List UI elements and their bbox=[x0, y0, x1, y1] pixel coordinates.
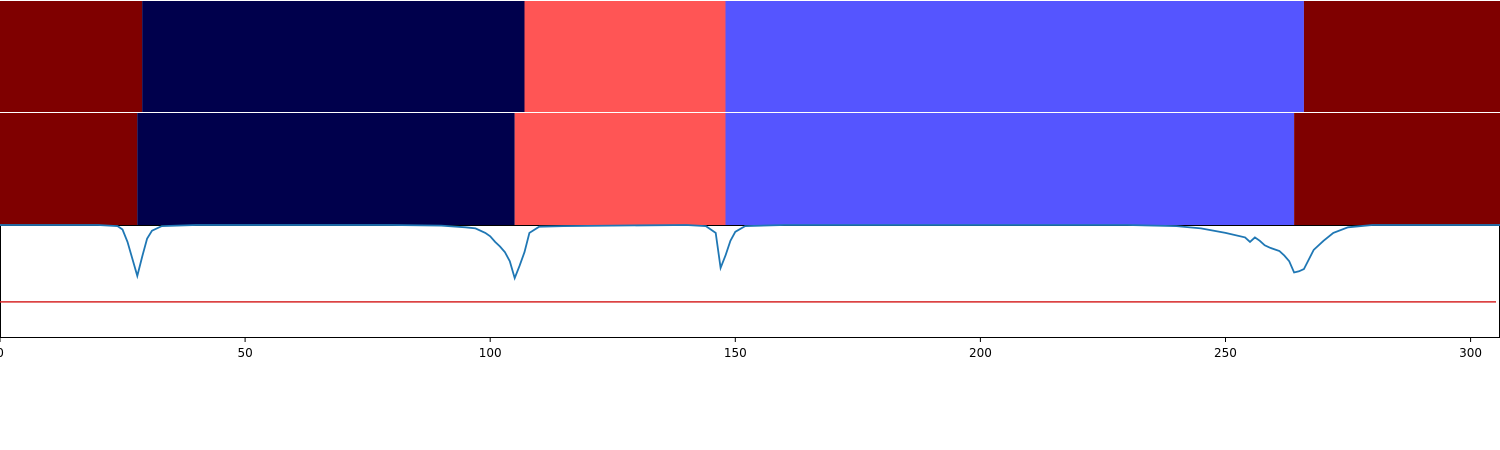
x-tick-label-1: 50 bbox=[237, 346, 252, 360]
signal-line bbox=[0, 224, 1500, 281]
segment-r0-4 bbox=[1303, 1, 1500, 112]
segment-r1-4 bbox=[1294, 113, 1500, 225]
x-tick-label-5: 250 bbox=[1214, 346, 1237, 360]
segment-r0-1 bbox=[142, 1, 525, 112]
segment-row-top bbox=[0, 1, 1500, 112]
segment-r1-0 bbox=[0, 113, 138, 225]
x-tick-label-0: 0 bbox=[0, 346, 4, 360]
segment-row-bottom bbox=[0, 113, 1500, 225]
segment-r1-2 bbox=[514, 113, 726, 225]
segment-r0-2 bbox=[524, 1, 726, 112]
segment-r0-0 bbox=[0, 1, 143, 112]
x-tick-label-4: 200 bbox=[969, 346, 992, 360]
segment-r0-3 bbox=[725, 1, 1304, 112]
signal-panel-frame bbox=[0, 225, 1500, 338]
x-tick-label-6: 300 bbox=[1459, 346, 1482, 360]
x-axis: 0 50 100 150 200 250 300 bbox=[0, 338, 1482, 360]
x-tick-label-3: 150 bbox=[724, 346, 747, 360]
segment-r1-3 bbox=[725, 113, 1295, 225]
signal-panel bbox=[0, 224, 1500, 338]
segment-r1-1 bbox=[137, 113, 515, 225]
x-tick-label-2: 100 bbox=[479, 346, 502, 360]
